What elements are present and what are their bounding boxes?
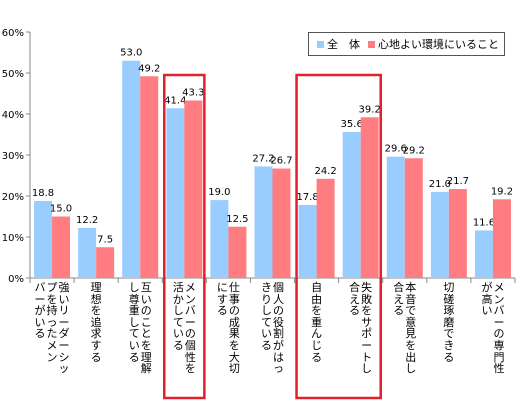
bar: [493, 199, 511, 278]
y-tick-label: 40%: [2, 110, 24, 121]
data-label: 11.6: [473, 217, 495, 228]
bar: [140, 76, 158, 278]
bar: [387, 157, 405, 278]
data-label: 39.2: [359, 104, 381, 115]
y-tick-label: 10%: [2, 233, 24, 244]
category-label: 切磋琢磨できる: [443, 282, 455, 363]
y-tick-label: 30%: [2, 151, 24, 162]
category-label: 強いリーダーシッ: [58, 282, 70, 375]
data-label: 43.3: [182, 87, 204, 98]
bar: [361, 117, 379, 278]
data-label: 26.7: [270, 156, 292, 167]
y-tick-label: 60%: [2, 28, 24, 39]
legend-item-all: 全 体: [317, 36, 360, 52]
data-label: 21.7: [447, 176, 469, 187]
bar: [96, 247, 114, 278]
category-label: メンバーの専門性: [493, 282, 505, 375]
bar: [475, 230, 493, 278]
bar: [273, 169, 291, 278]
bar: [166, 108, 184, 278]
category-label: 自由を重んじる: [311, 282, 323, 363]
bar: [405, 158, 423, 278]
legend-item-comfortable: 心地よい環境にいること: [368, 36, 499, 52]
bar: [78, 228, 96, 278]
data-label: 12.2: [76, 215, 98, 226]
y-tick-label: 50%: [2, 69, 24, 80]
category-label: プを持ったメン: [46, 282, 58, 363]
bar: [299, 205, 317, 278]
category-label: 理想を追求する: [90, 282, 102, 363]
category-label: が高い: [481, 282, 493, 317]
data-label: 17.8: [296, 192, 318, 203]
bar: [184, 100, 202, 278]
data-label: 35.6: [341, 119, 363, 130]
category-label: にする: [216, 282, 228, 317]
legend-swatch-comfortable: [368, 41, 375, 48]
category-label: 仕事の成果を大切: [228, 282, 240, 375]
data-label: 53.0: [120, 48, 142, 59]
category-label: 失敗をサポートし: [361, 282, 373, 375]
data-label: 29.2: [403, 145, 425, 156]
category-label: 活かしている: [172, 282, 184, 352]
data-label: 7.5: [97, 234, 113, 245]
bar: [343, 132, 361, 278]
y-tick-label: 0%: [8, 274, 24, 285]
bar: [449, 189, 467, 278]
category-label: し尊重している: [128, 282, 140, 363]
category-label: きりしている: [261, 282, 273, 352]
data-label: 49.2: [138, 63, 160, 74]
category-label: 合える: [393, 282, 405, 317]
data-label: 15.0: [50, 204, 72, 215]
category-label: 合える: [349, 282, 361, 317]
y-tick-label: 20%: [2, 192, 24, 203]
bar: [255, 166, 273, 278]
bar: [317, 179, 335, 278]
legend-label-comfortable: 心地よい環境にいること: [378, 36, 499, 52]
bar: [228, 227, 246, 278]
bar: [122, 61, 140, 278]
bar: [210, 200, 228, 278]
category-label: 本音で意見を出し: [405, 282, 417, 375]
category-label: 互いのことを理解: [140, 282, 152, 375]
data-label: 19.2: [491, 186, 513, 197]
data-label: 12.5: [226, 214, 248, 225]
data-label: 24.2: [314, 166, 336, 177]
bar: [52, 217, 70, 279]
data-label: 18.8: [32, 188, 54, 199]
legend-label-all: 全 体: [327, 36, 360, 52]
legend-swatch-all: [317, 41, 324, 48]
legend: 全 体 心地よい環境にいること: [308, 32, 505, 56]
data-label: 19.0: [208, 187, 230, 198]
category-label: メンバーの個性を: [184, 282, 196, 375]
bar: [431, 192, 449, 278]
category-label: バーがいる: [34, 282, 46, 340]
category-label: 個人の役割がはっ: [273, 282, 285, 375]
